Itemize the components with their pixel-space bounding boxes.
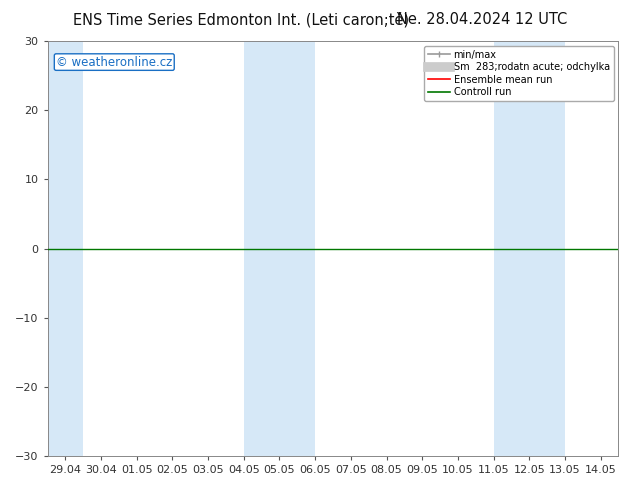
Bar [244,41,315,456]
Text: © weatheronline.cz: © weatheronline.cz [56,55,172,69]
Legend: min/max, Sm  283;rodatn acute; odchylka, Ensemble mean run, Controll run: min/max, Sm 283;rodatn acute; odchylka, … [424,46,614,101]
Text: Ne. 28.04.2024 12 UTC: Ne. 28.04.2024 12 UTC [397,12,567,27]
Text: ENS Time Series Edmonton Int. (Leti caron;tě): ENS Time Series Edmonton Int. (Leti caro… [73,12,409,28]
Bar [494,41,565,456]
Bar [48,41,83,456]
